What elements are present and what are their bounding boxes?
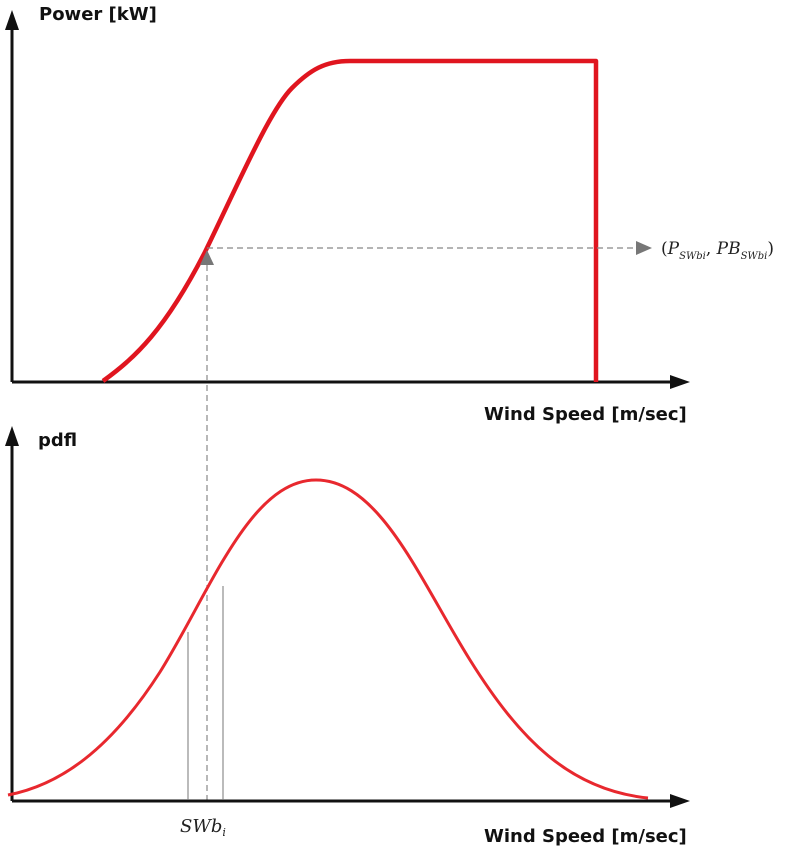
top-y-axis-label: Power [kW] xyxy=(39,4,157,25)
bottom-x-axis-label: Wind Speed [m/sec] xyxy=(484,826,687,847)
top-y-axis-arrow-icon xyxy=(5,10,19,30)
point-label-pb-subscript: SWbi xyxy=(741,251,768,262)
bin-label-main: SWb xyxy=(180,816,222,837)
bottom-y-axis-arrow-icon xyxy=(5,426,19,446)
power-curve xyxy=(101,58,599,383)
point-label-comma: , xyxy=(706,239,717,259)
bin-label-subscript: i xyxy=(222,826,226,839)
horizontal-guide-arrow-icon xyxy=(636,241,652,255)
top-x-axis-label: Wind Speed [m/sec] xyxy=(484,404,687,425)
vertical-guide-arrow-icon xyxy=(200,250,214,265)
point-label-close-paren: ) xyxy=(767,239,774,259)
point-label-p: P xyxy=(667,239,680,259)
bottom-x-axis-arrow-icon xyxy=(670,794,690,808)
bin-label: SWbi xyxy=(180,816,226,839)
top-x-axis-arrow-icon xyxy=(670,375,690,389)
bottom-y-axis-label: pdfl xyxy=(38,430,77,451)
point-label-p-subscript: SWbi xyxy=(679,251,706,262)
power-point-label: (PSWbi, PBSWbi) xyxy=(661,239,774,262)
power-curve-panel: Power [kW] Wind Speed [m/sec] (PSWbi, PB… xyxy=(5,4,774,425)
pdf-curve xyxy=(7,478,649,800)
point-label-open-paren: ( xyxy=(661,239,668,259)
pdf-panel: pdfl Wind Speed [m/sec] SWbi xyxy=(5,426,690,847)
point-label-pb: PB xyxy=(716,239,741,259)
